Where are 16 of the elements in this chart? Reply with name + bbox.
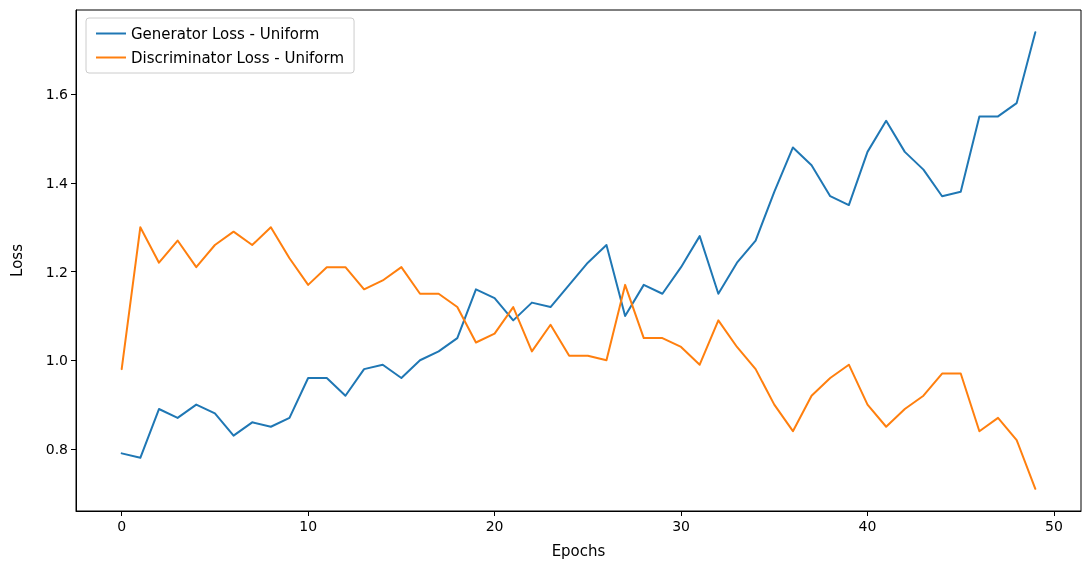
y-tick-label: 1.0 <box>45 352 68 369</box>
x-axis-title: Epochs <box>551 541 606 560</box>
y-axis-title: Loss <box>7 243 26 277</box>
x-tick-label: 40 <box>858 518 877 534</box>
legend-label: Discriminator Loss - Uniform <box>131 48 345 67</box>
line-series <box>120 226 1037 490</box>
y-tick-label: 1.4 <box>45 174 69 191</box>
x-tick-label: 50 <box>1045 518 1063 534</box>
y-tick-label: 1.6 <box>45 86 69 103</box>
legend-label: Generator Loss - Uniform <box>131 24 320 43</box>
y-tick-label: 1.2 <box>45 263 68 280</box>
y-tick-label: 0.8 <box>45 440 68 457</box>
x-tick-label: 20 <box>485 518 504 534</box>
x-tick-label: 0 <box>117 518 127 534</box>
x-tick-label: 30 <box>672 518 690 534</box>
x-tick-label: 10 <box>299 518 318 534</box>
